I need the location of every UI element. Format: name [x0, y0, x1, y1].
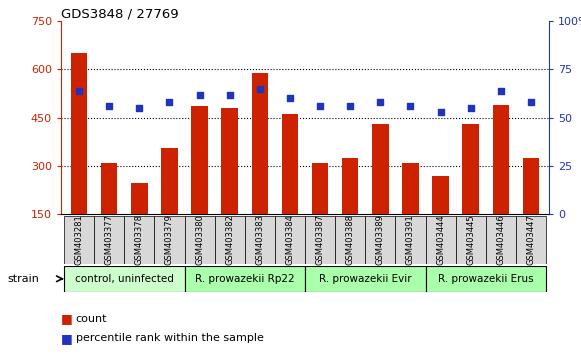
Point — [496, 88, 505, 93]
Text: GSM403379: GSM403379 — [165, 215, 174, 265]
Text: strain: strain — [8, 274, 40, 284]
Text: count: count — [76, 314, 107, 324]
Point — [195, 92, 205, 97]
Text: GSM403391: GSM403391 — [406, 215, 415, 265]
Point — [466, 105, 475, 111]
Bar — [493, 105, 509, 262]
Bar — [64, 266, 185, 292]
Bar — [396, 216, 425, 264]
Bar — [191, 107, 208, 262]
Text: GSM403387: GSM403387 — [315, 214, 325, 266]
Text: ■: ■ — [61, 312, 73, 325]
Text: R. prowazekii Rp22: R. prowazekii Rp22 — [195, 274, 295, 284]
Bar — [305, 216, 335, 264]
Text: GDS3848 / 27769: GDS3848 / 27769 — [61, 7, 178, 20]
Point — [376, 99, 385, 105]
Bar — [425, 266, 546, 292]
Bar — [71, 53, 87, 262]
Text: GSM403383: GSM403383 — [255, 214, 264, 266]
Bar — [312, 163, 328, 262]
Point — [315, 103, 325, 109]
Point — [165, 99, 174, 105]
Bar — [101, 163, 117, 262]
Bar — [305, 266, 425, 292]
Text: control, uninfected: control, uninfected — [75, 274, 174, 284]
Bar — [161, 148, 178, 262]
Bar — [462, 124, 479, 262]
Bar — [342, 158, 358, 262]
Bar — [252, 73, 268, 262]
Text: GSM403380: GSM403380 — [195, 215, 204, 265]
Text: GSM403377: GSM403377 — [105, 214, 114, 266]
Point — [105, 103, 114, 109]
Bar — [402, 163, 419, 262]
Text: GSM403378: GSM403378 — [135, 214, 144, 266]
Text: GSM403281: GSM403281 — [74, 215, 84, 265]
Text: GSM403447: GSM403447 — [526, 215, 536, 265]
Point — [526, 99, 536, 105]
Text: GSM403444: GSM403444 — [436, 215, 445, 265]
Bar — [432, 176, 449, 262]
Bar — [185, 216, 214, 264]
Point — [135, 105, 144, 111]
Bar — [282, 114, 298, 262]
Text: GSM403384: GSM403384 — [285, 215, 295, 265]
Point — [74, 88, 84, 93]
Text: R. prowazekii Erus: R. prowazekii Erus — [438, 274, 533, 284]
Text: GSM403389: GSM403389 — [376, 215, 385, 265]
Bar — [124, 216, 155, 264]
Point — [346, 103, 355, 109]
Text: GSM403382: GSM403382 — [225, 215, 234, 265]
Bar — [372, 124, 389, 262]
Bar — [155, 216, 185, 264]
Bar — [365, 216, 396, 264]
Bar — [486, 216, 516, 264]
Bar — [425, 216, 456, 264]
Point — [255, 86, 264, 92]
Text: percentile rank within the sample: percentile rank within the sample — [76, 333, 263, 343]
Text: R. prowazekii Evir: R. prowazekii Evir — [319, 274, 411, 284]
Point — [406, 103, 415, 109]
Bar — [214, 216, 245, 264]
Point — [225, 92, 234, 97]
Bar — [456, 216, 486, 264]
Point — [285, 96, 295, 101]
Bar — [131, 183, 148, 262]
Text: GSM403446: GSM403446 — [496, 215, 505, 265]
Text: GSM403445: GSM403445 — [466, 215, 475, 265]
Point — [436, 109, 445, 115]
Bar — [221, 108, 238, 262]
Text: ■: ■ — [61, 332, 73, 344]
Text: GSM403388: GSM403388 — [346, 214, 355, 266]
Bar — [523, 158, 539, 262]
Bar — [275, 216, 305, 264]
Bar — [335, 216, 365, 264]
Bar — [185, 266, 305, 292]
Bar — [64, 216, 94, 264]
Bar — [94, 216, 124, 264]
Bar — [245, 216, 275, 264]
Bar — [516, 216, 546, 264]
